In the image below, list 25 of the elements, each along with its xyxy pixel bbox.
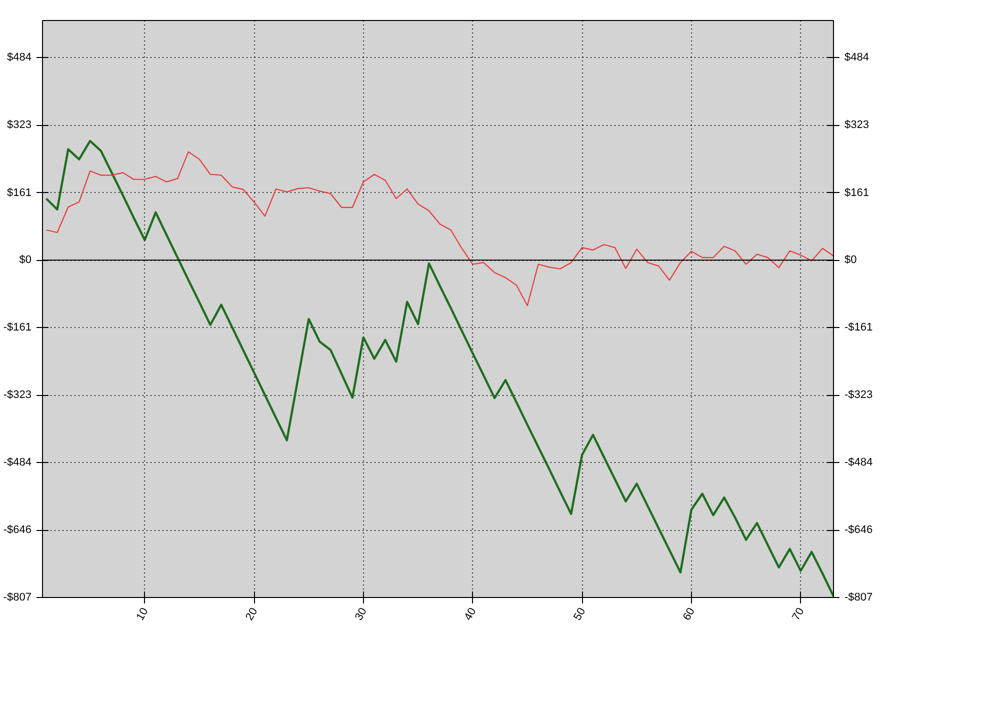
y2-tick-label: -$646 [844,524,873,536]
y-tick-label: -$646 [3,524,32,536]
y2-tick-label: $0 [844,254,857,266]
y-tick-label: -$484 [3,456,32,468]
y2-tick-label: $323 [844,119,869,132]
y-tick-label: -$161 [3,321,32,334]
y-tick-label: $484 [7,52,32,64]
y2-tick-label: $484 [844,52,869,64]
x-tick-label: 30 [352,606,370,623]
y2-tick-label: $161 [844,186,869,199]
y2-tick-label: -$484 [844,456,873,468]
x-tick-label: 50 [572,606,588,623]
x-tick-label: 40 [462,606,479,623]
y2-tick-label: -$323 [844,389,873,402]
x-tick-label: 60 [680,606,698,623]
y-tick-label: $161 [7,186,32,199]
y-tick-label: -$807 [3,592,32,604]
x-tick-label: 20 [244,606,260,623]
x-tick-label: 10 [134,606,151,623]
y2-tick-label: -$807 [844,592,873,604]
y-tick-label: -$323 [3,389,32,402]
y-tick-label: $323 [7,119,32,132]
y2-tick-label: -$161 [844,321,873,334]
y-tick-label: $0 [19,254,32,266]
x-tick-label: 70 [790,606,807,623]
